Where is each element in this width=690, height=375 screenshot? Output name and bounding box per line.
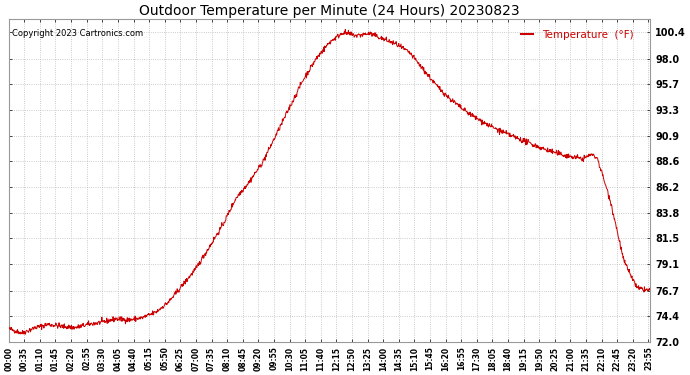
Text: Copyright 2023 Cartronics.com: Copyright 2023 Cartronics.com: [12, 29, 143, 38]
Legend: Temperature  (°F): Temperature (°F): [517, 26, 638, 44]
Title: Outdoor Temperature per Minute (24 Hours) 20230823: Outdoor Temperature per Minute (24 Hours…: [139, 4, 520, 18]
